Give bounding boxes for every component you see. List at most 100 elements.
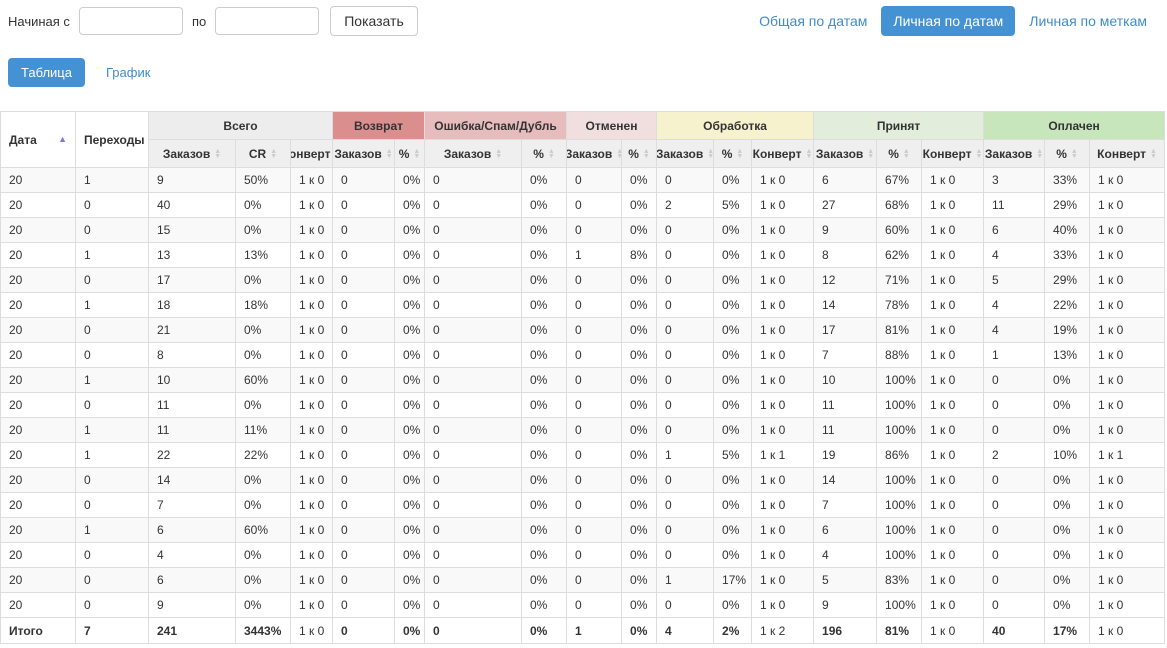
cell-transitions: 0 [75, 317, 149, 343]
tab-chart-view[interactable]: График [105, 65, 151, 80]
cell-cancelled-orders: 0 [566, 592, 623, 618]
cell-transitions: 1 [75, 517, 149, 543]
cell-error-orders: 0 [424, 392, 522, 418]
cell-total-cr: 60% [235, 517, 291, 543]
tab-table-view[interactable]: Таблица [8, 58, 85, 87]
cell-accepted-pct: 100% [876, 467, 923, 493]
column-header-paid-pct[interactable]: % ▲ ▼ [1044, 139, 1091, 168]
date-to-input[interactable] [215, 7, 320, 35]
column-header-cancelled-orders[interactable]: Заказов▲▼ [566, 139, 623, 168]
cell-cancelled-orders: 0 [566, 217, 623, 243]
cell-date: 20 [0, 192, 76, 218]
cell-return-pct: 0% [394, 542, 425, 568]
cell-accepted-pct: 86% [876, 442, 923, 468]
column-header-processing-pct[interactable]: % ▲ ▼ [713, 139, 753, 168]
tab-general-by-dates[interactable]: Общая по датам [759, 13, 868, 29]
cell-paid-conv: 1 к 0 [1089, 367, 1166, 393]
cell-return-orders: 0 [332, 342, 395, 368]
cell-processing-orders: 0 [656, 467, 715, 493]
cell-total-conv: 1 к 0 [290, 492, 333, 518]
sort-both-icon: ▲▼ [642, 147, 650, 160]
cell-total-cr: 13% [235, 242, 291, 268]
cell-error-orders: 0 [424, 267, 522, 293]
cell-accepted-orders: 9 [813, 217, 878, 243]
tab-personal-by-dates[interactable]: Личная по датам [881, 6, 1016, 36]
cell-accepted-orders: 5 [813, 567, 878, 593]
cell-processing-pct: 5% [713, 192, 753, 218]
cell-transitions: 1 [75, 242, 149, 268]
date-to-label: по [191, 13, 207, 29]
cell-total-conv: 1 к 0 [290, 342, 333, 368]
cell-error-pct: 0% [520, 192, 568, 218]
column-header-transitions[interactable]: Переходы ▲▼ [75, 111, 149, 168]
cell-return-pct: 0% [394, 292, 425, 318]
cell-return-orders: 0 [332, 492, 395, 518]
cell-cancelled-orders: 0 [566, 267, 623, 293]
total-cell-error-orders: 0 [424, 617, 522, 644]
column-header-paid-conv[interactable]: Конверт ▲ ▼ [1089, 139, 1166, 168]
view-tabs: Таблица График [0, 58, 1167, 87]
cell-accepted-orders: 27 [813, 192, 878, 218]
column-header-error-pct[interactable]: % ▲ ▼ [520, 139, 568, 168]
cell-processing-pct: 0% [713, 317, 753, 343]
cell-paid-pct: 13% [1044, 342, 1091, 368]
cell-transitions: 1 [75, 367, 149, 393]
cell-total-conv: 1 к 0 [290, 592, 333, 618]
total-cell-paid-conv: 1 к 0 [1089, 617, 1166, 644]
column-header-accepted-pct[interactable]: % ▲ ▼ [876, 139, 923, 168]
cell-accepted-pct: 62% [876, 242, 923, 268]
tab-personal-by-labels[interactable]: Личная по меткам [1029, 13, 1147, 29]
sort-both-icon: ▲▼ [214, 147, 222, 160]
cell-transitions: 0 [75, 342, 149, 368]
cell-date: 20 [0, 317, 76, 343]
cell-total-orders: 7 [148, 492, 236, 518]
column-header-accepted-conv[interactable]: Конверт ▲ ▼ [921, 139, 985, 168]
table-row: 20 1 11 11% 1 к 0 0 0% 0 0% 0 0% 0 0% 1 к 0 11 100% 1 к … [0, 417, 1166, 443]
group-header-5: Принят [813, 111, 985, 140]
show-button[interactable]: Показать [330, 6, 418, 36]
column-header-accepted-orders[interactable]: Заказов ▲ ▼ [813, 139, 878, 168]
cell-processing-orders: 0 [656, 517, 715, 543]
cell-cancelled-orders: 0 [566, 292, 623, 318]
column-header-error-orders[interactable]: Заказов ▲ ▼ [424, 139, 522, 168]
cell-cancelled-orders: 0 [566, 192, 623, 218]
total-cell-return-orders: 0 [332, 617, 395, 644]
cell-return-pct: 0% [394, 567, 425, 593]
cell-total-orders: 22 [148, 442, 236, 468]
column-header-return-pct[interactable]: % ▲ ▼ [394, 139, 425, 168]
date-from-label: Начиная с [8, 13, 70, 29]
cell-return-pct: 0% [394, 342, 425, 368]
cell-paid-conv: 1 к 0 [1089, 392, 1166, 418]
cell-return-pct: 0% [394, 392, 425, 418]
cell-error-pct: 0% [520, 492, 568, 518]
cell-date: 20 [0, 217, 76, 243]
cell-error-orders: 0 [424, 517, 522, 543]
column-header-return-orders[interactable]: Заказов ▲ ▼ [332, 139, 395, 168]
column-header-total-orders[interactable]: Заказов ▲ ▼ [148, 139, 236, 168]
cell-processing-pct: 0% [713, 542, 753, 568]
column-header-paid-orders[interactable]: Заказов ▲ ▼ [983, 139, 1046, 168]
column-header-total-cr[interactable]: CR ▲ ▼ [235, 139, 291, 168]
cell-cancelled-pct: 8% [621, 242, 658, 268]
cell-paid-pct: 29% [1044, 192, 1091, 218]
cell-error-pct: 0% [520, 442, 568, 468]
cell-date: 20 [0, 467, 76, 493]
cell-error-pct: 0% [520, 317, 568, 343]
cell-accepted-orders: 9 [813, 592, 878, 618]
cell-accepted-conv: 1 к 0 [921, 392, 985, 418]
cell-processing-orders: 0 [656, 267, 715, 293]
cell-accepted-pct: 68% [876, 192, 923, 218]
column-header-cancelled-pct[interactable]: % ▲ ▼ [621, 139, 658, 168]
cell-return-orders: 0 [332, 592, 395, 618]
column-header-total-conv[interactable]: Конверт▲▼ [290, 139, 333, 168]
cell-accepted-pct: 83% [876, 567, 923, 593]
column-header-date[interactable]: Дата ▲ [0, 111, 76, 168]
cell-cancelled-pct: 0% [621, 517, 658, 543]
date-from-input[interactable] [78, 7, 183, 35]
column-header-processing-conv[interactable]: Конверт ▲ ▼ [751, 139, 815, 168]
cell-total-cr: 0% [235, 217, 291, 243]
column-header-processing-orders[interactable]: Заказов ▲ ▼ [656, 139, 715, 168]
cell-paid-pct: 0% [1044, 592, 1091, 618]
cell-accepted-pct: 88% [876, 342, 923, 368]
group-header-4: Обработка [656, 111, 815, 140]
